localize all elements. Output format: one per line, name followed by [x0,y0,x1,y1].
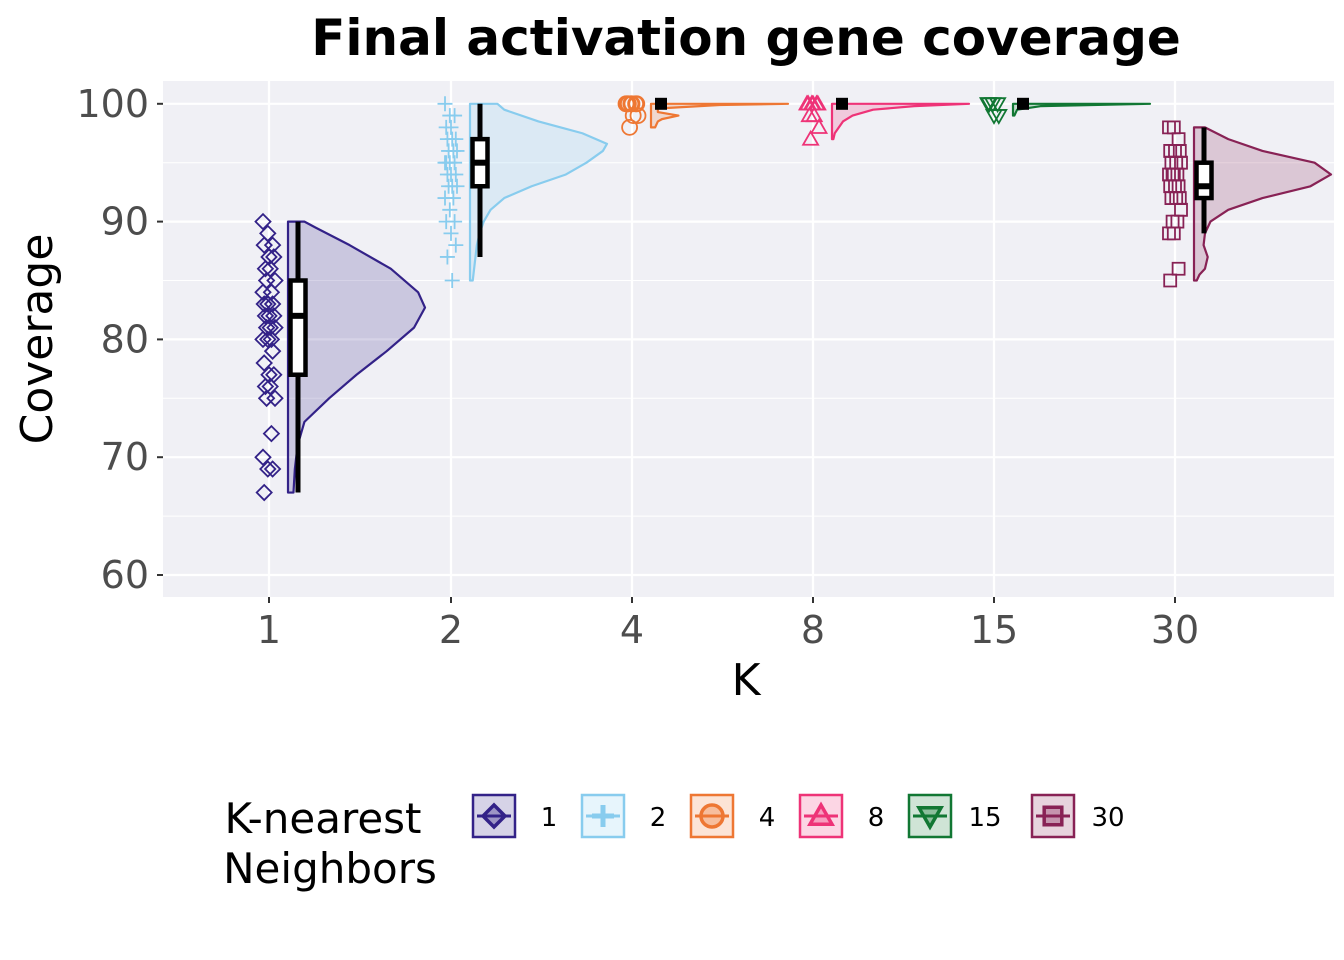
y-tick-label: 90 [101,200,149,244]
raw-points [254,94,1188,502]
point-1 [255,483,273,502]
point-2 [441,178,457,194]
point-1 [262,330,281,349]
point-8 [808,94,827,111]
y-tick-label: 60 [101,553,149,597]
legend-marker-1 [480,802,508,830]
x-tick-label: 4 [620,608,644,652]
point-8 [801,129,820,146]
density-cloud-2 [468,102,609,282]
point-1 [254,448,272,466]
point-2 [438,214,454,230]
y-axis-title: Coverage [12,234,63,445]
point-1 [254,283,272,302]
point-1 [257,389,276,408]
box-median-15 [1017,97,1029,110]
legend-label-4: 4 [759,803,776,833]
point-2 [437,190,453,206]
point-30 [1170,214,1185,229]
legend-label-2: 2 [650,803,667,833]
y-tick-label: 70 [101,435,149,479]
point-2 [448,237,464,253]
legend-marker-2 [592,805,614,827]
point-1 [255,236,273,254]
density-clouds [286,102,1333,494]
point-1 [256,307,275,325]
legend-title-line-2: Neighbors [223,844,437,893]
point-1 [266,389,284,408]
legend-marker-15 [915,806,945,831]
chart-title: Final activation gene coverage [311,9,1181,67]
point-30 [1163,273,1178,288]
point-1 [256,377,275,396]
point-4 [624,107,642,124]
box-body-1 [288,278,308,377]
legend-marker-4 [699,803,725,829]
x-tick-label: 15 [970,608,1018,652]
legend-label-15: 15 [968,803,1001,833]
x-tick-label: 30 [1151,608,1199,652]
x-axis-ticks: 1 2 4 8 15 30 [257,597,1199,652]
boxplots [288,97,1214,493]
point-15 [980,97,999,114]
point-1 [255,354,273,372]
point-8 [809,118,829,134]
point-1 [262,424,281,443]
point-1 [256,259,275,278]
y-tick-label: 100 [76,82,149,126]
point-2 [442,202,458,218]
density-cloud-30 [1192,126,1333,282]
box-median-4 [655,97,667,110]
point-2 [443,119,459,135]
point-1 [259,330,277,349]
legend-label-1: 1 [541,803,558,833]
x-tick-label: 1 [257,608,281,652]
legend: K-nearest Neighbors 1 2 4 8 15 30 [223,793,1125,893]
point-2 [437,96,453,112]
legend-label-8: 8 [868,803,885,833]
y-tick-label: 80 [101,317,149,361]
point-15 [989,109,1008,125]
point-30 [1171,261,1186,276]
point-2 [444,273,460,288]
point-1 [263,342,282,360]
point-4 [621,119,639,136]
point-30 [1174,155,1188,170]
box-median-8 [836,97,848,110]
legend-label-30: 30 [1091,803,1124,833]
point-1 [255,295,273,313]
y-axis-ticks: 60 70 80 90 100 [76,82,163,597]
point-1 [254,330,272,349]
box-body-30 [1194,160,1214,201]
point-2 [444,131,460,147]
point-2 [439,249,455,265]
point-2 [439,166,455,182]
point-2 [447,108,463,124]
point-8 [805,106,824,123]
x-axis-title: K [732,655,762,706]
legend-items: 1 2 4 8 15 30 [471,793,1125,839]
legend-marker-8 [806,801,836,826]
point-30 [1174,202,1188,217]
legend-marker-30 [1042,805,1064,827]
point-4 [620,95,637,113]
point-2 [445,143,461,159]
point-2 [438,155,454,171]
x-tick-label: 2 [439,608,463,652]
legend-title-line-1: K-nearest [224,794,421,843]
x-tick-label: 8 [801,608,825,652]
point-2 [443,225,459,241]
point-1 [259,460,277,478]
point-30 [1166,226,1181,241]
point-1 [254,212,272,231]
point-1 [263,460,282,478]
